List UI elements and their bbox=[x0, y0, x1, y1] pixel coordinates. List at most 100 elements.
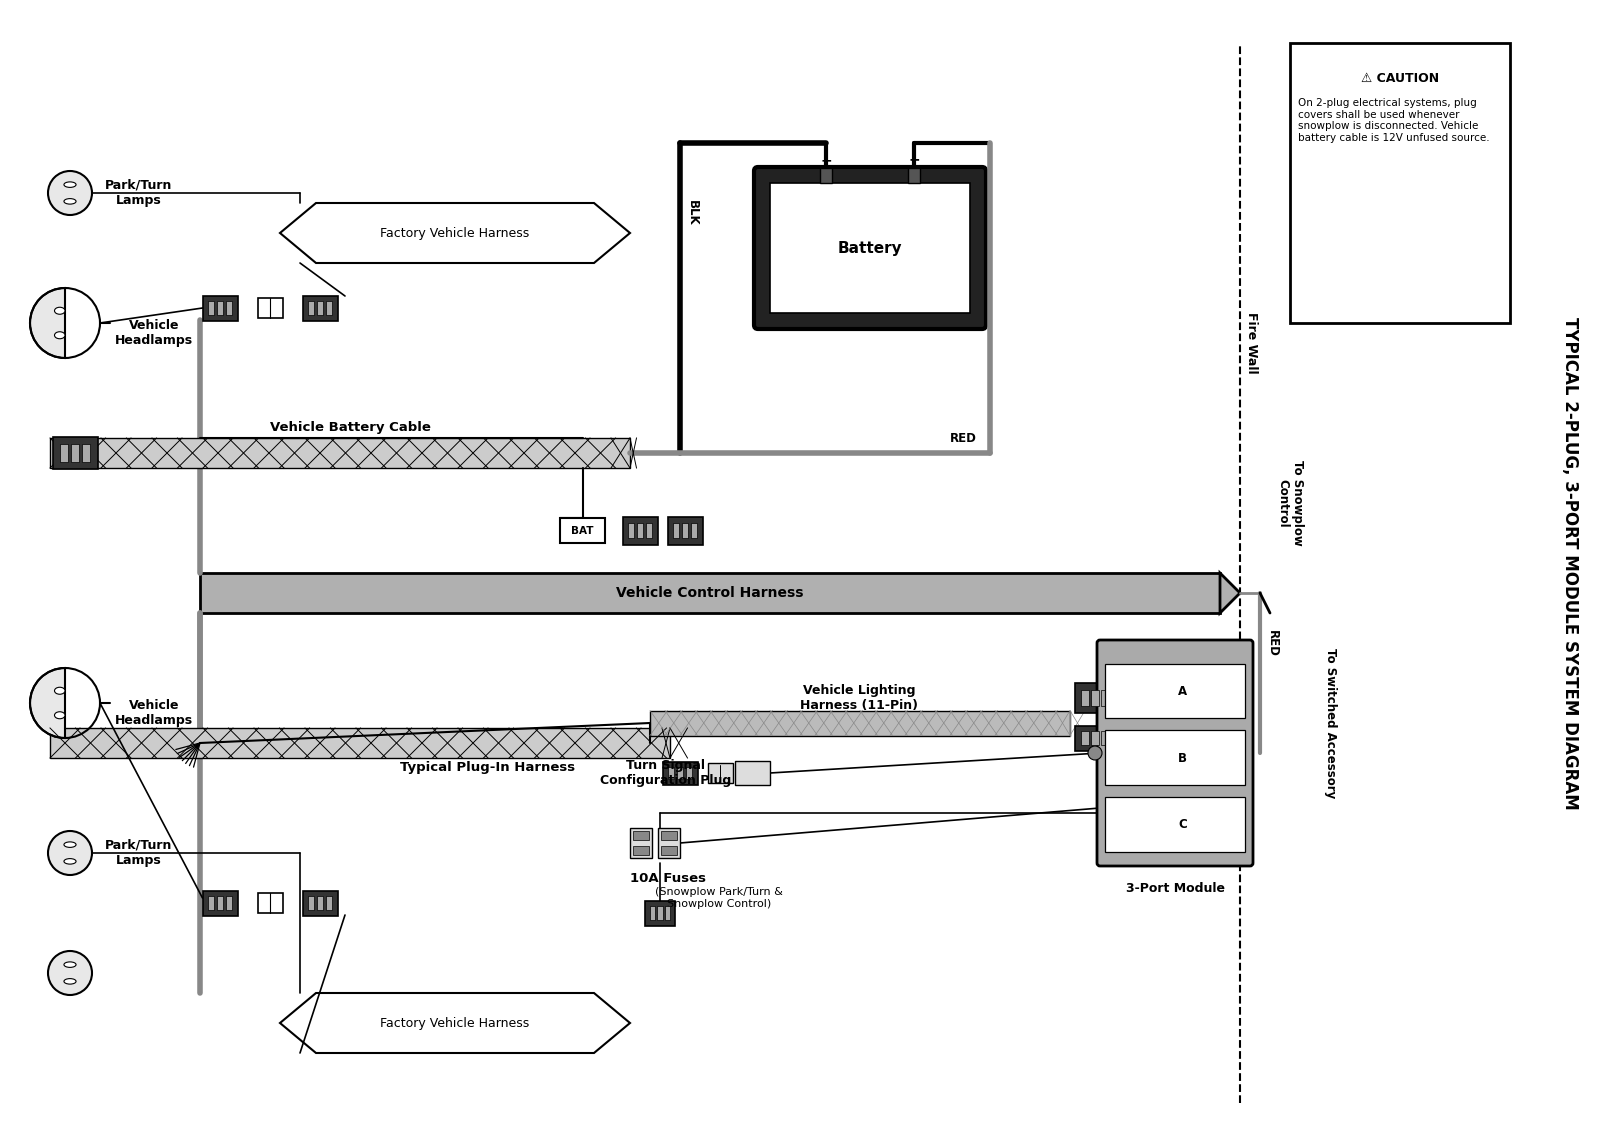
Text: +: + bbox=[909, 153, 920, 167]
Polygon shape bbox=[1221, 573, 1240, 613]
Polygon shape bbox=[280, 203, 630, 263]
Bar bbox=[208, 301, 214, 314]
Text: TYPICAL 2-PLUG, 3-PORT MODULE SYSTEM DIAGRAM: TYPICAL 2-PLUG, 3-PORT MODULE SYSTEM DIA… bbox=[1562, 317, 1579, 810]
Ellipse shape bbox=[64, 859, 77, 864]
Text: Battery: Battery bbox=[838, 240, 902, 256]
Text: Park/Turn
Lamps: Park/Turn Lamps bbox=[106, 839, 173, 867]
Bar bbox=[707, 763, 733, 783]
Text: A: A bbox=[1178, 685, 1187, 699]
Bar bbox=[1082, 731, 1088, 745]
Bar bbox=[302, 295, 338, 320]
Bar bbox=[661, 831, 677, 840]
Ellipse shape bbox=[64, 978, 77, 984]
Bar bbox=[669, 767, 675, 779]
Text: Factory Vehicle Harness: Factory Vehicle Harness bbox=[381, 1016, 530, 1030]
Ellipse shape bbox=[64, 842, 77, 848]
Wedge shape bbox=[30, 287, 66, 358]
Bar bbox=[208, 896, 214, 910]
Bar bbox=[770, 183, 970, 313]
Bar bbox=[317, 301, 323, 314]
Bar bbox=[302, 891, 338, 915]
Bar bbox=[677, 767, 683, 779]
Bar bbox=[734, 761, 770, 785]
Ellipse shape bbox=[54, 712, 66, 719]
Bar bbox=[637, 523, 643, 538]
Bar bbox=[691, 523, 698, 538]
Bar bbox=[1091, 690, 1099, 706]
Bar bbox=[630, 828, 653, 858]
Bar bbox=[50, 438, 630, 468]
Circle shape bbox=[48, 951, 93, 995]
Ellipse shape bbox=[64, 199, 77, 204]
Text: C: C bbox=[1178, 819, 1187, 831]
Text: To Switched Accessory: To Switched Accessory bbox=[1323, 648, 1336, 798]
Text: RED: RED bbox=[1266, 630, 1278, 657]
Bar bbox=[1075, 725, 1115, 750]
Bar bbox=[1290, 43, 1510, 323]
Bar bbox=[50, 728, 670, 758]
Bar bbox=[560, 518, 605, 544]
Bar bbox=[203, 295, 237, 320]
Ellipse shape bbox=[54, 308, 66, 314]
Text: RED: RED bbox=[950, 431, 978, 445]
Bar bbox=[203, 891, 237, 915]
Bar bbox=[645, 901, 675, 925]
Bar bbox=[662, 761, 698, 785]
Text: −: − bbox=[821, 153, 832, 167]
Bar bbox=[1101, 690, 1109, 706]
Bar bbox=[226, 896, 232, 910]
FancyBboxPatch shape bbox=[754, 167, 986, 329]
Text: 10A Fuses: 10A Fuses bbox=[630, 871, 706, 885]
Text: To Snowplow
Control: To Snowplow Control bbox=[1277, 460, 1304, 546]
Bar bbox=[682, 523, 688, 538]
Circle shape bbox=[48, 171, 93, 214]
Bar bbox=[200, 573, 1221, 613]
Circle shape bbox=[48, 831, 93, 875]
Text: B: B bbox=[1178, 751, 1187, 765]
Text: On 2-plug electrical systems, plug
covers shall be used whenever
snowplow is dis: On 2-plug electrical systems, plug cover… bbox=[1298, 98, 1490, 143]
Bar bbox=[1101, 731, 1109, 745]
Text: Vehicle
Headlamps: Vehicle Headlamps bbox=[115, 699, 194, 727]
Bar bbox=[661, 846, 677, 855]
Text: Vehicle Lighting
Harness (11-Pin): Vehicle Lighting Harness (11-Pin) bbox=[800, 684, 918, 712]
Text: Fire Wall: Fire Wall bbox=[1245, 312, 1259, 374]
Bar bbox=[53, 437, 98, 469]
Ellipse shape bbox=[54, 331, 66, 339]
Bar bbox=[622, 517, 658, 545]
Bar bbox=[218, 896, 222, 910]
Wedge shape bbox=[30, 668, 66, 738]
Ellipse shape bbox=[64, 182, 77, 188]
Bar bbox=[819, 168, 832, 183]
Bar bbox=[317, 896, 323, 910]
Bar bbox=[70, 445, 78, 462]
Text: Vehicle Control Harness: Vehicle Control Harness bbox=[616, 586, 803, 600]
Circle shape bbox=[1088, 746, 1102, 760]
Bar bbox=[326, 896, 331, 910]
Bar bbox=[658, 828, 680, 858]
Polygon shape bbox=[280, 993, 630, 1053]
Bar bbox=[1082, 690, 1088, 706]
Bar bbox=[258, 298, 283, 318]
Bar bbox=[646, 523, 651, 538]
Bar bbox=[634, 831, 650, 840]
Text: Factory Vehicle Harness: Factory Vehicle Harness bbox=[381, 227, 530, 239]
Bar bbox=[674, 523, 680, 538]
Text: Turn Signal
Configuration Plug: Turn Signal Configuration Plug bbox=[600, 759, 731, 787]
Bar bbox=[650, 906, 656, 920]
Text: Park/Turn
Lamps: Park/Turn Lamps bbox=[106, 179, 173, 207]
Bar bbox=[82, 445, 90, 462]
Text: BAT: BAT bbox=[571, 526, 594, 536]
Bar bbox=[1075, 683, 1115, 713]
Ellipse shape bbox=[64, 962, 77, 967]
Bar bbox=[59, 445, 67, 462]
Bar bbox=[658, 906, 662, 920]
Text: ⚠ CAUTION: ⚠ CAUTION bbox=[1362, 72, 1438, 84]
Bar bbox=[909, 168, 920, 183]
Text: Vehicle
Headlamps: Vehicle Headlamps bbox=[115, 319, 194, 347]
Text: BLK: BLK bbox=[685, 200, 699, 226]
Bar bbox=[686, 767, 691, 779]
Bar bbox=[629, 523, 635, 538]
Text: Vehicle Battery Cable: Vehicle Battery Cable bbox=[269, 421, 430, 435]
Text: 3-Port Module: 3-Port Module bbox=[1125, 882, 1224, 895]
Bar bbox=[1106, 797, 1245, 851]
